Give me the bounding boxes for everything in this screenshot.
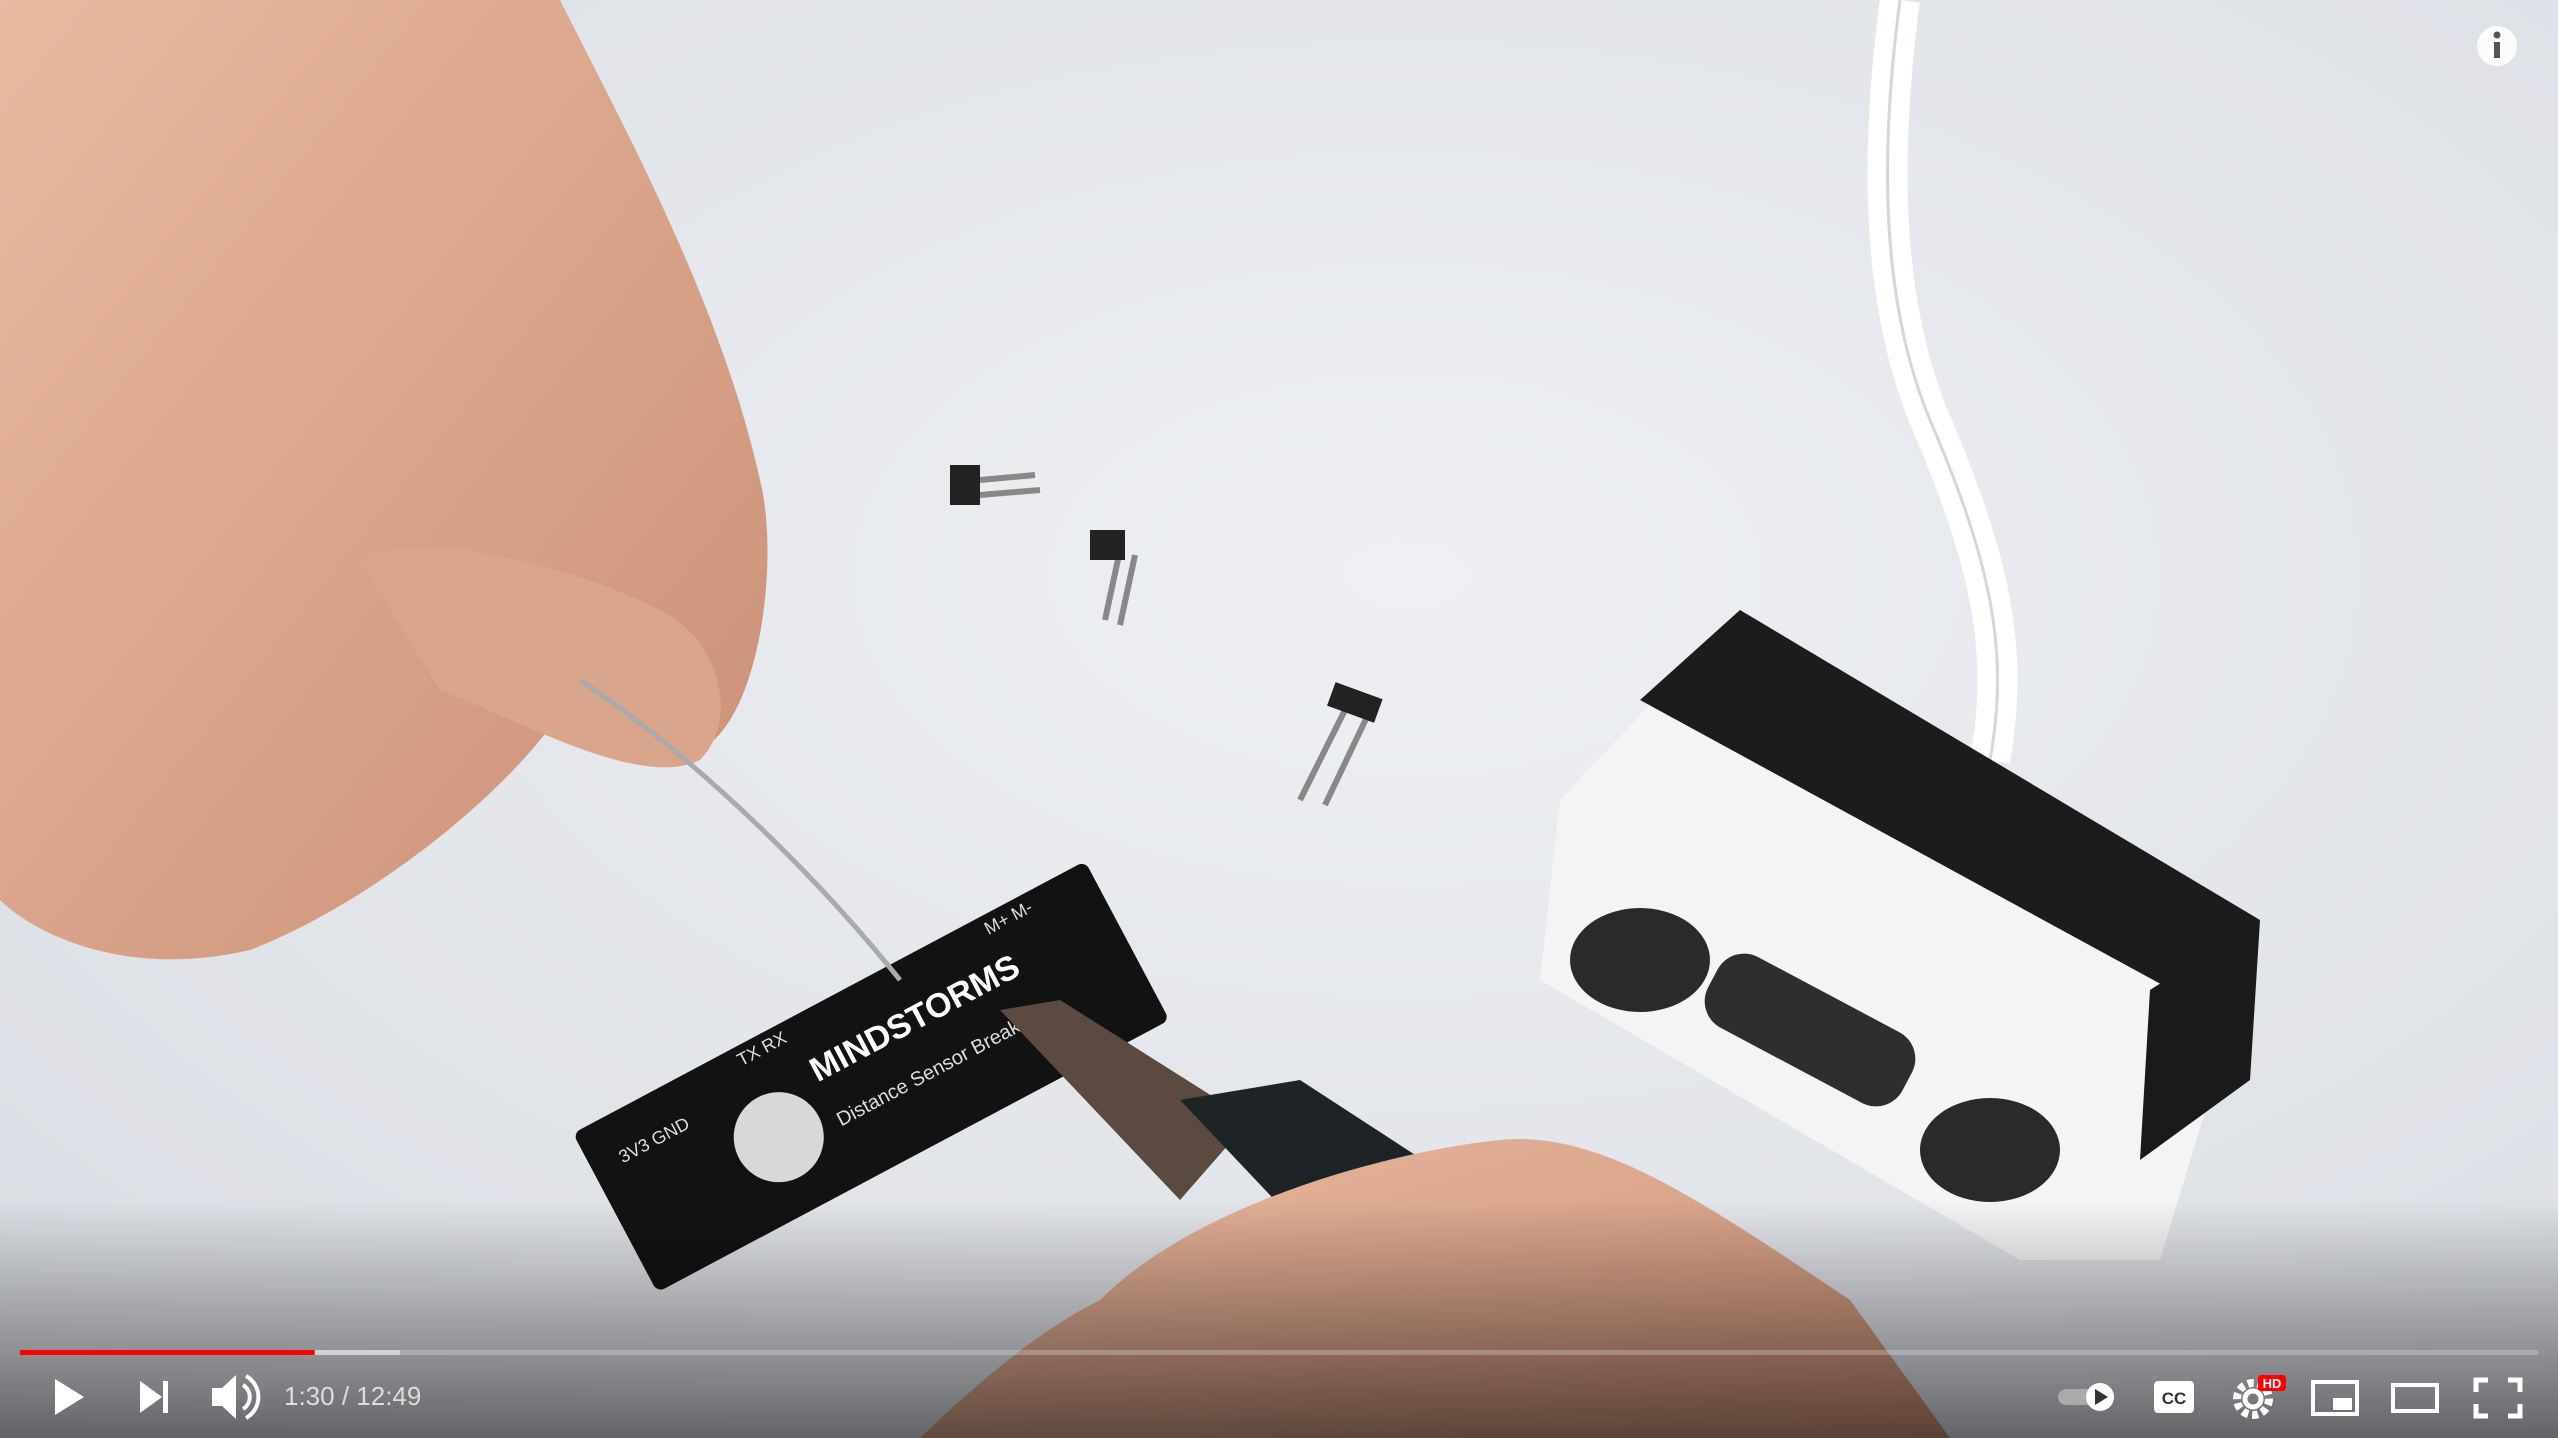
controls-gradient bbox=[0, 1200, 2558, 1438]
theater-button[interactable] bbox=[2391, 1383, 2439, 1413]
distance-sensor bbox=[1540, 610, 2260, 1260]
left-hand: MADE IN CHINA bbox=[0, 0, 768, 960]
miniplayer-button[interactable] bbox=[2311, 1380, 2359, 1416]
next-button[interactable] bbox=[140, 1381, 168, 1413]
fullscreen-button[interactable] bbox=[2473, 1377, 2523, 1419]
played bbox=[20, 1350, 315, 1355]
settings-button[interactable]: HD bbox=[2233, 1375, 2286, 1419]
hd-badge: HD bbox=[2263, 1376, 2282, 1391]
autoplay-toggle[interactable] bbox=[2058, 1383, 2114, 1411]
volume-button[interactable] bbox=[212, 1374, 261, 1420]
captions-button[interactable]: CC bbox=[2154, 1381, 2194, 1413]
play-button[interactable] bbox=[55, 1379, 84, 1415]
svg-text:CC: CC bbox=[2162, 1389, 2187, 1408]
time-display: 1:30 / 12:49 bbox=[284, 1381, 421, 1411]
progress-bar[interactable] bbox=[20, 1350, 2538, 1355]
pin-headers bbox=[979, 472, 1378, 807]
breakout-board: MINDSTORMS Distance Sensor Breakout 3V3 … bbox=[575, 863, 1167, 1290]
info-button[interactable] bbox=[2477, 26, 2517, 66]
